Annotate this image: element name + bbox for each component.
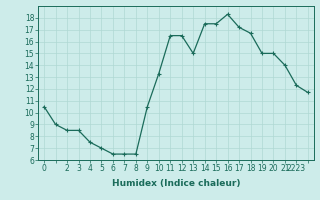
X-axis label: Humidex (Indice chaleur): Humidex (Indice chaleur) <box>112 179 240 188</box>
